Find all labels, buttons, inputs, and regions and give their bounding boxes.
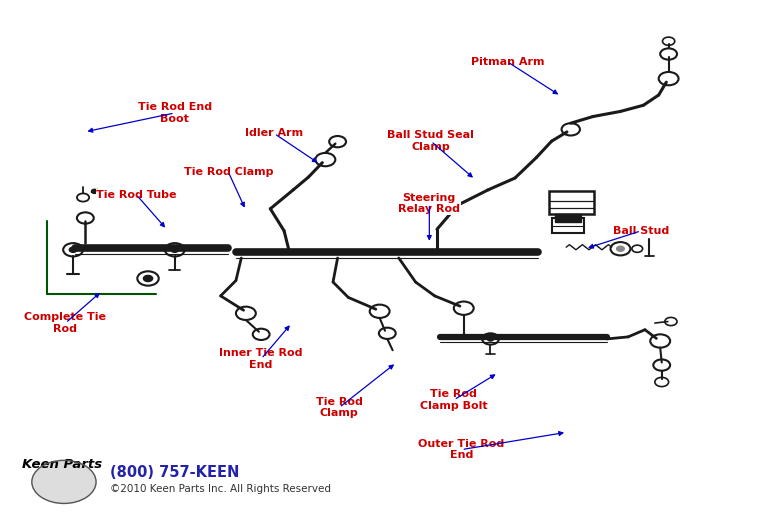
Text: Ball Stud: Ball Stud: [613, 226, 669, 236]
Circle shape: [69, 247, 77, 252]
Circle shape: [617, 246, 624, 251]
Text: Tie Rod
Clamp: Tie Rod Clamp: [316, 397, 363, 419]
Text: Complete Tie
Rod: Complete Tie Rod: [25, 312, 106, 334]
Text: ©2010 Keen Parts Inc. All Rights Reserved: ©2010 Keen Parts Inc. All Rights Reserve…: [110, 484, 331, 494]
Circle shape: [143, 276, 152, 282]
Bar: [554, 214, 581, 222]
Circle shape: [487, 337, 494, 341]
Text: Tie Rod End
Boot: Tie Rod End Boot: [138, 102, 212, 124]
Text: (800) 757-KEEN: (800) 757-KEEN: [110, 465, 239, 480]
Text: Pitman Arm: Pitman Arm: [470, 56, 544, 67]
Text: Ball Stud Seal
Clamp: Ball Stud Seal Clamp: [387, 131, 474, 152]
Text: Tie Rod Clamp: Tie Rod Clamp: [183, 167, 273, 177]
Text: Outer Tie Rod
End: Outer Tie Rod End: [418, 439, 504, 461]
Text: Keen Parts: Keen Parts: [22, 458, 102, 471]
Circle shape: [92, 189, 98, 193]
Bar: [549, 191, 594, 214]
Circle shape: [32, 461, 96, 503]
Bar: [551, 218, 584, 234]
Text: Tie Rod Tube: Tie Rod Tube: [96, 190, 177, 200]
Text: Inner Tie Rod
End: Inner Tie Rod End: [219, 348, 303, 370]
Text: Idler Arm: Idler Arm: [245, 128, 303, 138]
Text: Tie Rod
Clamp Bolt: Tie Rod Clamp Bolt: [420, 389, 487, 411]
Circle shape: [171, 247, 179, 252]
Text: Steering
Relay Rod: Steering Relay Rod: [398, 193, 460, 214]
